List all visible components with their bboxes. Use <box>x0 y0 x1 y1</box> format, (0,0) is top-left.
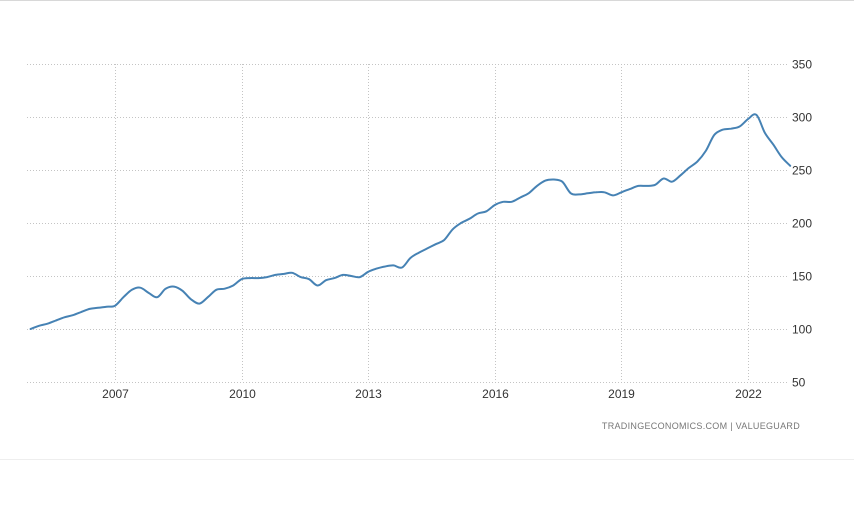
x-tick-label-2022: 2022 <box>735 387 762 401</box>
grid <box>27 64 788 383</box>
source-label: TRADINGECONOMICS.COM | VALUEGUARD <box>602 421 800 431</box>
x-tick-label-2013: 2013 <box>355 387 382 401</box>
top-rule <box>0 0 854 1</box>
x-tick-label-2007: 2007 <box>102 387 129 401</box>
series-line-0 <box>29 113 792 330</box>
y-tick-label-150: 150 <box>792 270 812 284</box>
y-tick-label-200: 200 <box>792 217 812 231</box>
x-tick-label-2010: 2010 <box>229 387 256 401</box>
bottom-rule <box>0 459 854 460</box>
x-tick-label-2016: 2016 <box>482 387 509 401</box>
y-tick-label-250: 250 <box>792 164 812 178</box>
y-tick-label-350: 350 <box>792 58 812 72</box>
series-group <box>29 113 792 330</box>
y-axis-labels: 50 100 150 200 250 300 350 <box>792 58 812 390</box>
y-tick-label-50: 50 <box>792 376 806 390</box>
y-tick-label-100: 100 <box>792 323 812 337</box>
x-axis-labels: 2007 2010 2013 2016 2019 2022 <box>102 387 762 401</box>
x-tick-label-2019: 2019 <box>608 387 635 401</box>
y-tick-label-300: 300 <box>792 111 812 125</box>
